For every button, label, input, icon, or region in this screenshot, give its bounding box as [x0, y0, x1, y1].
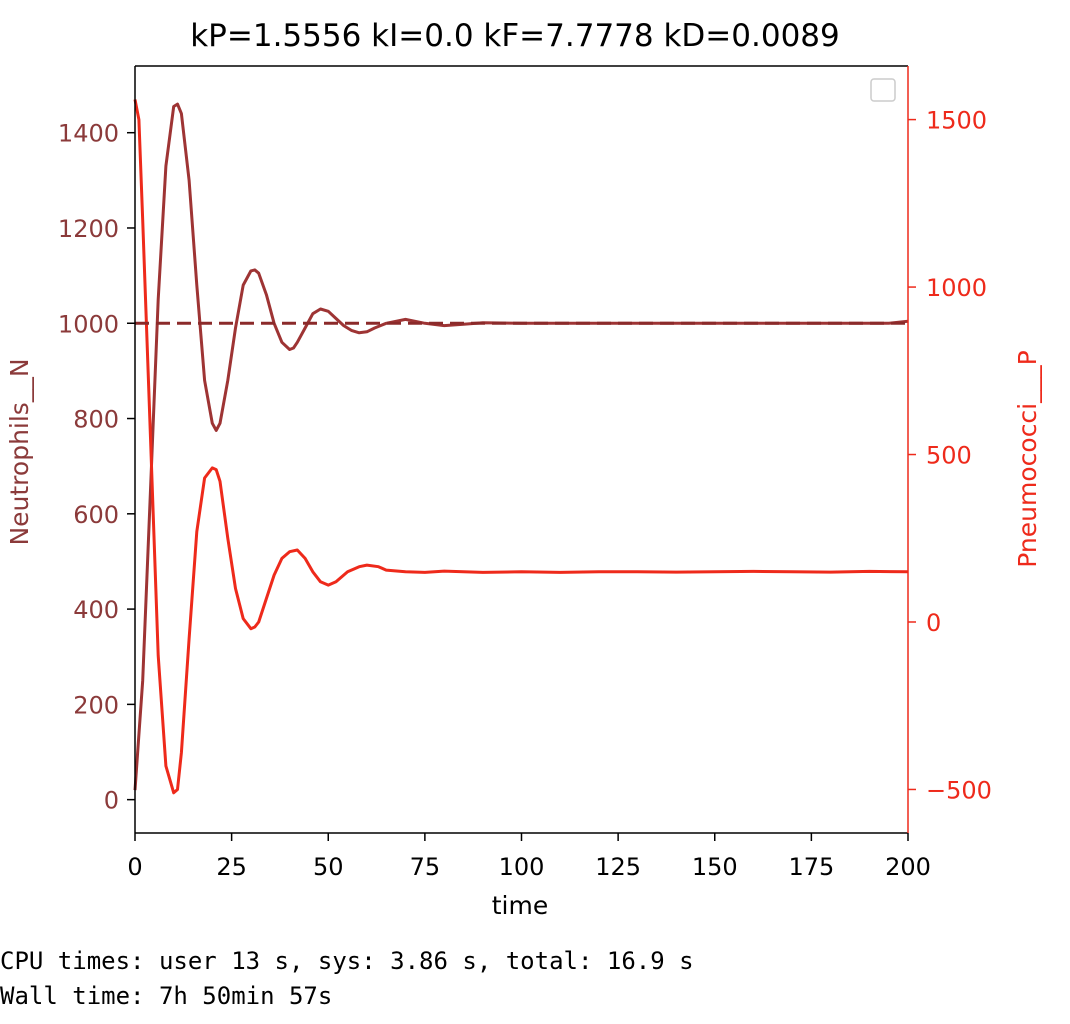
cpu-times-output: CPU times: user 13 s, sys: 3.86 s, total… — [0, 947, 694, 975]
y-tick-label-right: 500 — [926, 442, 972, 470]
y-tick-label-left: 600 — [73, 501, 119, 529]
chart-title: kP=1.5556 kI=0.0 kF=7.7778 kD=0.0089 — [190, 18, 840, 54]
y-tick-label-right: 0 — [926, 609, 941, 637]
y-tick-label-right: 1000 — [926, 274, 987, 302]
x-tick-label: 25 — [216, 853, 247, 881]
y-tick-label-left: 0 — [104, 787, 119, 815]
y-tick-label-left: 800 — [73, 406, 119, 434]
y-tick-label-left: 1200 — [58, 215, 119, 243]
y-axis-label-left: Neutrophils__N — [5, 358, 34, 545]
y-tick-label-left: 200 — [73, 691, 119, 719]
x-tick-label: 175 — [788, 853, 834, 881]
wall-time-output: Wall time: 7h 50min 57s — [0, 982, 333, 1010]
y-tick-label-right: 1500 — [926, 107, 987, 135]
y-tick-label-left: 400 — [73, 596, 119, 624]
y-tick-label-right: −500 — [926, 776, 992, 804]
x-tick-label: 125 — [595, 853, 641, 881]
x-tick-label: 150 — [692, 853, 738, 881]
x-tick-label: 0 — [127, 853, 142, 881]
series-line-neutrophils-n — [133, 102, 909, 791]
y-axis-label-right: Pneumococci___P — [1013, 350, 1042, 567]
series-line-pneumococci-p — [133, 99, 909, 795]
x-axis-label: time — [492, 891, 548, 920]
x-tick-label: 50 — [313, 853, 344, 881]
y-tick-label-left: 1000 — [58, 310, 119, 338]
chart: kP=1.5556 kI=0.0 kF=7.7778 kD=0.0089 0 25… — [5, 18, 1042, 920]
x-tick-label: 100 — [499, 853, 545, 881]
plot-area: 0 25 50 75 100 125 150 175 200 0 200 400 600 800 1000 1… — [58, 65, 992, 881]
legend-box — [870, 78, 896, 102]
y-tick-label-left: 1400 — [58, 120, 119, 148]
x-tick-label: 75 — [410, 853, 441, 881]
x-tick-label: 200 — [885, 853, 931, 881]
